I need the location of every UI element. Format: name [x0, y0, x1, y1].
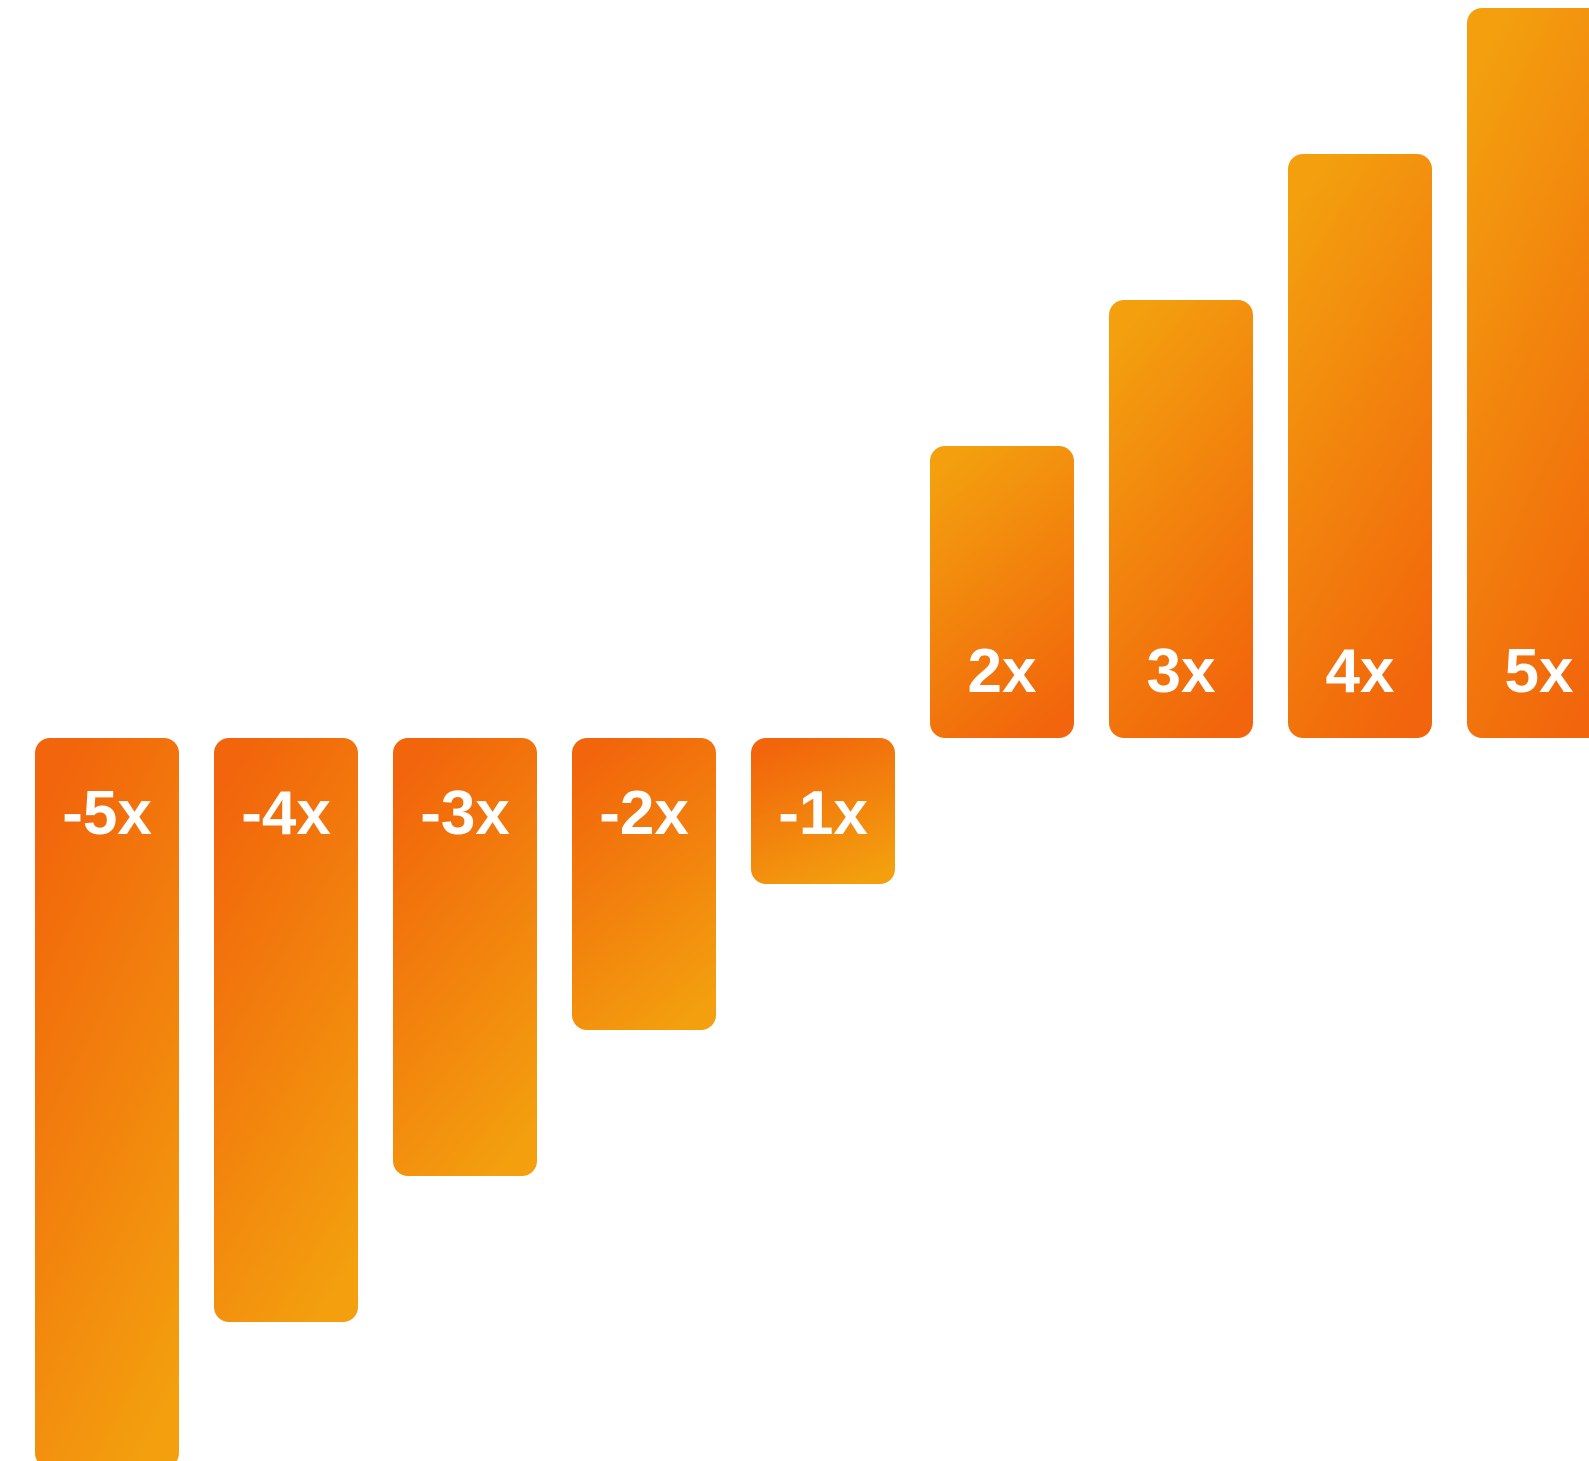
bar-4x: [1288, 154, 1432, 738]
bar-label-2x: 2x: [968, 637, 1037, 706]
bar-label-3x: 3x: [1147, 637, 1216, 706]
bar-label--3x: -3x: [420, 779, 510, 848]
bar--4x: [214, 738, 358, 1322]
bar-labels-group: -5x -4x -3x -2x -1x 2x 3x 4x 5x: [62, 637, 1574, 848]
bar--1x: [751, 738, 895, 884]
bar-label--5x: -5x: [62, 779, 152, 848]
bar-2x: [930, 446, 1074, 738]
bar-label--4x: -4x: [241, 779, 331, 848]
bars-group: [35, 8, 1589, 1461]
bar--5x: [35, 738, 179, 1461]
bar-label--2x: -2x: [599, 779, 689, 848]
bar-5x: [1467, 8, 1589, 738]
bar--2x: [572, 738, 716, 1030]
bar--3x: [393, 738, 537, 1176]
bar-label-4x: 4x: [1326, 637, 1395, 706]
bar-label-5x: 5x: [1505, 637, 1574, 706]
bar-3x: [1109, 300, 1253, 738]
bar-label--1x: -1x: [778, 779, 868, 848]
